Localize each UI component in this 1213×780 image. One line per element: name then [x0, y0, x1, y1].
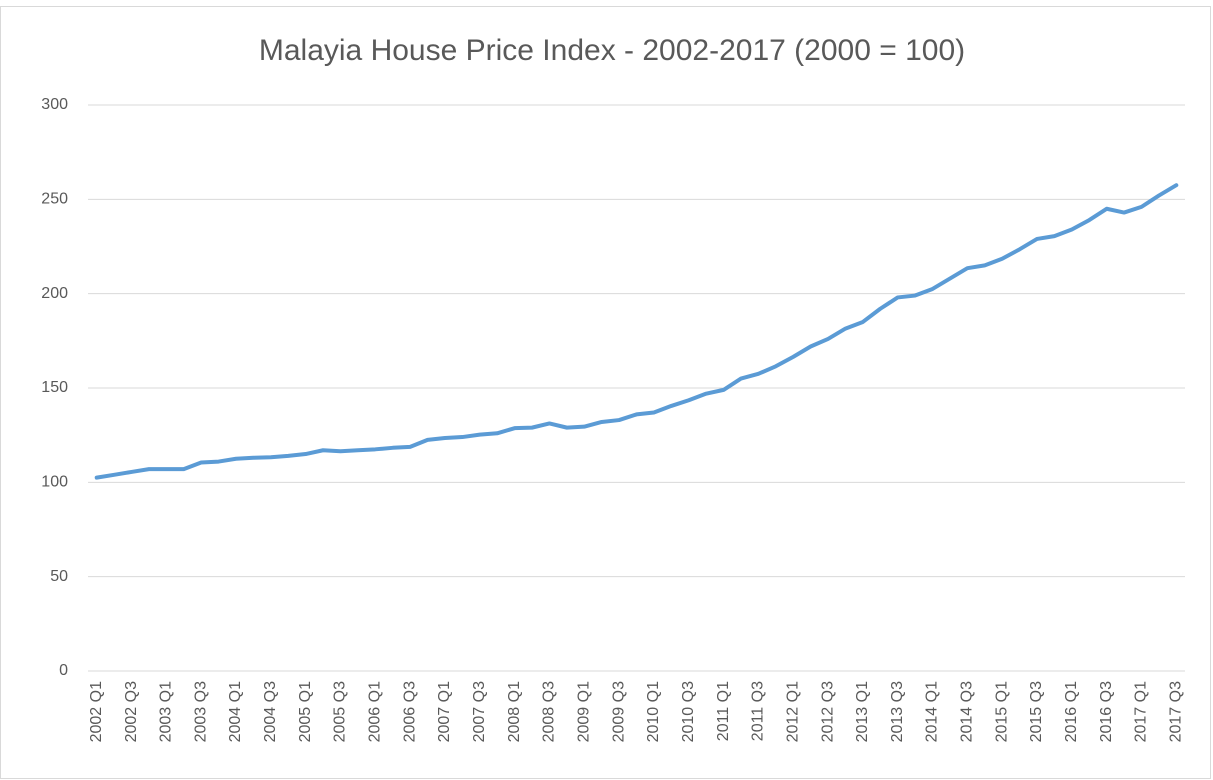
chart-title: Malayia House Price Index - 2002-2017 (2… — [259, 34, 965, 67]
x-tick-label: 2016 Q1 — [1063, 681, 1080, 742]
x-tick-label: 2014 Q1 — [924, 681, 941, 742]
x-tick-label: 2009 Q1 — [575, 681, 592, 742]
y-tick-label: 200 — [41, 285, 68, 302]
x-tick-label: 2017 Q1 — [1133, 681, 1150, 742]
x-tick-label: 2011 Q3 — [750, 681, 767, 741]
x-tick-label: 2009 Q3 — [610, 681, 627, 742]
x-tick-label: 2012 Q1 — [784, 681, 801, 742]
x-tick-label: 2008 Q3 — [541, 681, 558, 742]
x-tick-label: 2003 Q3 — [192, 681, 209, 742]
x-tick-label: 2002 Q3 — [123, 681, 140, 742]
x-tick-label: 2016 Q3 — [1098, 681, 1115, 742]
x-tick-label: 2004 Q1 — [227, 681, 244, 742]
x-tick-label: 2004 Q3 — [262, 681, 279, 742]
x-tick-label: 2003 Q1 — [158, 681, 175, 742]
y-tick-label: 150 — [41, 379, 68, 396]
x-tick-label: 2017 Q3 — [1168, 681, 1185, 742]
x-tick-label: 2002 Q1 — [88, 681, 105, 742]
x-tick-label: 2010 Q3 — [680, 681, 697, 742]
x-tick-label: 2006 Q1 — [367, 681, 384, 742]
x-tick-label: 2015 Q3 — [1028, 681, 1045, 742]
x-tick-label: 2015 Q1 — [993, 681, 1010, 742]
x-tick-label: 2005 Q1 — [297, 681, 314, 742]
x-tick-label: 2007 Q1 — [436, 681, 453, 742]
data-line — [94, 183, 1179, 480]
x-tick-label: 2013 Q1 — [854, 681, 871, 742]
x-tick-label: 2011 Q1 — [715, 681, 732, 741]
y-tick-label: 100 — [41, 474, 68, 491]
x-tick-label: 2007 Q3 — [471, 681, 488, 742]
y-tick-label: 300 — [41, 96, 68, 113]
x-tick-label: 2005 Q3 — [332, 681, 349, 742]
chart-frame — [0, 6, 1211, 779]
x-tick-label: 2006 Q3 — [401, 681, 418, 742]
x-tick-label: 2012 Q3 — [819, 681, 836, 742]
x-tick-label: 2010 Q1 — [645, 681, 662, 742]
y-tick-label: 0 — [59, 662, 68, 679]
x-tick-label: 2008 Q1 — [506, 681, 523, 742]
y-tick-label: 50 — [50, 568, 68, 585]
x-tick-label: 2013 Q3 — [889, 681, 906, 742]
y-tick-label: 250 — [41, 191, 68, 208]
x-tick-label: 2014 Q3 — [959, 681, 976, 742]
